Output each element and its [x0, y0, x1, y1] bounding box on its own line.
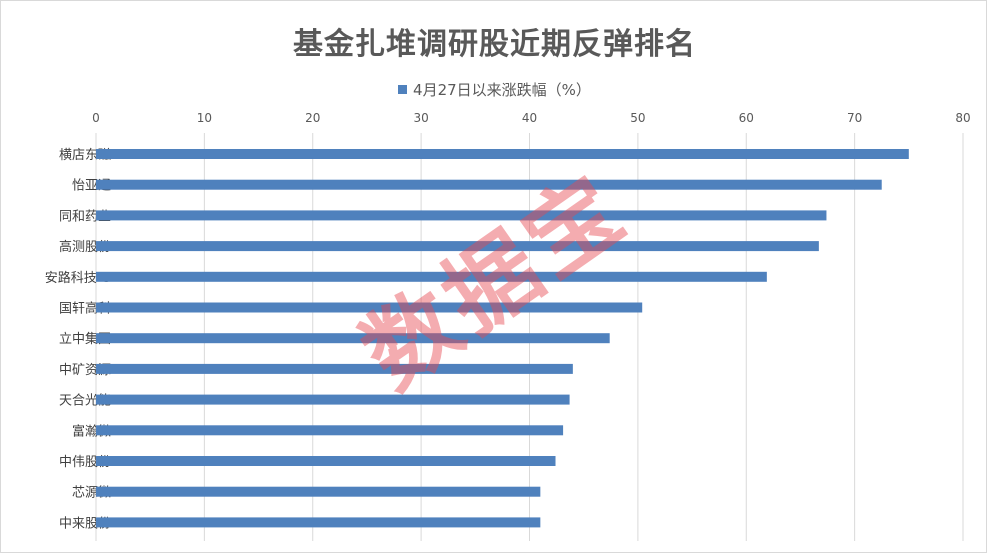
bar — [96, 302, 643, 313]
bar — [96, 456, 556, 466]
bar — [96, 179, 882, 190]
x-tick-label: 70 — [847, 111, 862, 125]
x-tick-label: 10 — [197, 111, 212, 125]
legend: 4月27日以来涨跌幅（%） — [1, 79, 987, 100]
x-tick-label: 60 — [739, 111, 754, 125]
bar — [96, 149, 909, 159]
legend-swatch — [398, 85, 408, 94]
x-tick-label: 0 — [92, 111, 100, 125]
category-label: 安路科技-U — [45, 270, 111, 286]
bar — [96, 517, 541, 528]
x-tick-label: 30 — [413, 111, 428, 125]
bar — [96, 210, 827, 221]
bar — [96, 333, 610, 344]
bar — [96, 241, 819, 252]
bar — [96, 425, 564, 436]
bar — [96, 363, 573, 374]
legend-label: 4月27日以来涨跌幅（%） — [413, 81, 591, 99]
x-tick-label: 50 — [630, 111, 645, 125]
x-tick-label: 40 — [522, 111, 537, 125]
bar — [96, 486, 541, 497]
chart-title: 基金扎堆调研股近期反弹排名 — [293, 27, 696, 62]
bar — [96, 394, 570, 405]
x-tick-label: 80 — [955, 111, 970, 125]
x-tick-label: 20 — [305, 111, 320, 125]
bar — [96, 271, 767, 282]
